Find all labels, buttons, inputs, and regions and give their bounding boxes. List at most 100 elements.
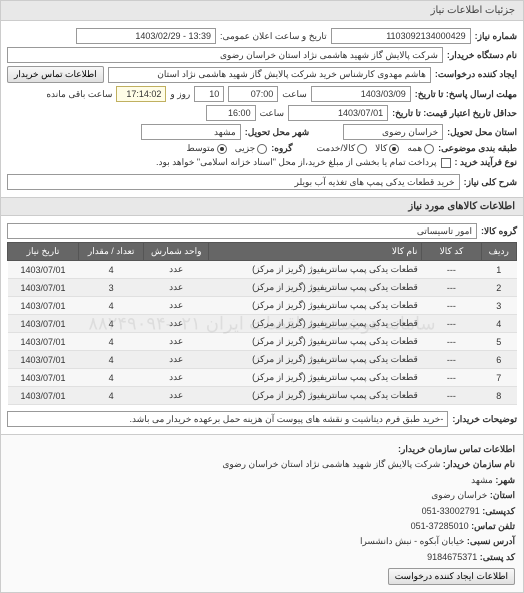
footer-title: اطلاعات تماس سازمان خریدار: [398,444,515,454]
header-title: جزئیات اطلاعات نیاز [1,1,523,21]
table-row: 8---قطعات یدکی پمپ سانتریفیوژ (گریز از م… [8,387,517,405]
cell-r: 5 [481,333,517,351]
cell-name: قطعات یدکی پمپ سانتریفیوژ (گریز از مرکز) [209,261,422,279]
cell-qty: 4 [79,369,144,387]
cell-r: 1 [481,261,517,279]
goods-table: ردیف کد کالا نام کالا واحد شمارش تعداد /… [7,242,517,405]
buyer-org-label: نام دستگاه خریدار: [447,50,517,61]
f-city-label: شهر: [495,475,515,485]
cell-name: قطعات یدکی پمپ سانتریفیوژ (گریز از مرکز) [209,279,422,297]
cell-date: 1403/07/01 [8,387,79,405]
req-no-value: 1103092134000429 [331,28,471,44]
table-row: 6---قطعات یدکی پمپ سانتریفیوژ (گریز از م… [8,351,517,369]
group-label: گروه کالا: [481,226,517,237]
process-text: پرداخت تمام یا بخشی از مبلغ خرید،از محل … [156,157,436,168]
cell-unit: عدد [144,333,209,351]
classify-all-label: همه [407,143,422,154]
announce-value: 13:39 - 1403/02/29 [76,28,216,44]
cell-r: 8 [481,387,517,405]
table-row: 5---قطعات یدکی پمپ سانتریفیوژ (گریز از م… [8,333,517,351]
classify-label: طبقه بندی موضوعی: [438,143,517,154]
size-small-label: جزیی [235,143,256,154]
f-post: 9184675371 [427,552,477,562]
col-name: نام کالا [209,243,422,261]
cell-name: قطعات یدکی پمپ سانتریفیوژ (گریز از مرکز) [209,387,422,405]
cell-r: 4 [481,315,517,333]
days-left: 10 [194,86,224,102]
buyer-notes-label: توضیحات خریدار: [452,414,517,425]
cell-name: قطعات یدکی پمپ سانتریفیوژ (گریز از مرکز) [209,369,422,387]
col-date: تاریخ نیاز [8,243,79,261]
f-phone-label: کدپستی: [482,506,515,516]
cell-code: --- [422,279,481,297]
classify-service-label: کالا/خدمت [317,143,356,154]
cell-qty: 4 [79,351,144,369]
desc-label: شرح کلی نیاز: [464,177,517,188]
classify-goods[interactable]: کالا [375,143,399,154]
hour-label-1: ساعت [282,89,307,100]
cell-unit: عدد [144,297,209,315]
classify-service[interactable]: کالا/خدمت [317,143,368,154]
announce-label: تاریخ و ساعت اعلان عمومی: [220,31,327,42]
requester-label: ایجاد کننده درخواست: [435,69,517,80]
cell-date: 1403/07/01 [8,369,79,387]
process-checkbox[interactable] [441,158,451,168]
cell-qty: 4 [79,297,144,315]
city-label: شهر محل تحویل: [245,127,309,138]
table-wrap: ردیف کد کالا نام کالا واحد شمارش تعداد /… [7,242,517,405]
f-prov-label: استان: [490,490,515,500]
cell-r: 7 [481,369,517,387]
time-post: ساعت باقی مانده [46,89,112,100]
classify-all[interactable]: همه [407,143,434,154]
cell-name: قطعات یدکی پمپ سانتریفیوژ (گریز از مرکز) [209,333,422,351]
cell-r: 6 [481,351,517,369]
f-city: مشهد [471,475,493,485]
time-left: 17:14:02 [116,86,166,102]
days-mid: روز و [170,89,190,100]
deadline-label: مهلت ارسال پاسخ: تا تاریخ: [415,89,517,100]
buyer-notes-value: -خرید طبق فرم دیتاشیت و نقشه های پیوست آ… [7,411,448,427]
size-radio-group: جزیی متوسط [186,143,267,154]
cell-code: --- [422,369,481,387]
cell-code: --- [422,261,481,279]
cell-date: 1403/07/01 [8,351,79,369]
footer-info: اطلاعات تماس سازمان خریدار: نام سازمان خ… [1,434,523,592]
province-value: خراسان رضوی [343,124,443,140]
group-value: امور تاسیساتی [7,223,477,239]
cell-code: --- [422,351,481,369]
f-prov: خراسان رضوی [431,490,487,500]
cell-r: 3 [481,297,517,315]
deadline-date: 1403/03/09 [311,86,411,102]
hour-label-2: ساعت [260,108,285,119]
cell-name: قطعات یدکی پمپ سانتریفیوژ (گریز از مرکز) [209,297,422,315]
col-qty: تعداد / مقدار [79,243,144,261]
size-small[interactable]: جزیی [235,143,268,154]
cell-qty: 4 [79,261,144,279]
deadline-time: 07:00 [228,86,278,102]
cell-unit: عدد [144,261,209,279]
size-medium-label: متوسط [186,143,214,154]
cell-qty: 4 [79,315,144,333]
cell-unit: عدد [144,369,209,387]
cell-code: --- [422,333,481,351]
table-row: 1---قطعات یدکی پمپ سانتریفیوژ (گریز از م… [8,261,517,279]
create-info-button[interactable]: اطلاعات ایجاد کننده درخواست [388,568,515,585]
cell-qty: 4 [79,333,144,351]
size-label: گروه: [271,143,292,154]
province-label: استان محل تحویل: [447,127,517,138]
cell-date: 1403/07/01 [8,297,79,315]
cell-code: --- [422,315,481,333]
validity-date: 1403/07/01 [288,105,388,121]
requester-value: هاشم مهدوی کارشناس خرید شرکت پالایش گاز … [108,67,431,83]
size-medium[interactable]: متوسط [186,143,226,154]
contact-buyer-button[interactable]: اطلاعات تماس خریدار [7,66,104,83]
desc-value: خرید قطعات یدکی پمپ های تغذیه آب بویلر [7,174,460,190]
f-addr-label: آدرس نسبی: [467,536,515,546]
cell-code: --- [422,297,481,315]
f-fax: 37285010-051 [411,521,469,531]
cell-qty: 4 [79,387,144,405]
cell-r: 2 [481,279,517,297]
f-org: شرکت پالایش گاز شهید هاشمی نژاد استان خر… [222,459,440,469]
goods-section-title: اطلاعات کالاهای مورد نیاز [1,197,523,216]
cell-unit: عدد [144,279,209,297]
